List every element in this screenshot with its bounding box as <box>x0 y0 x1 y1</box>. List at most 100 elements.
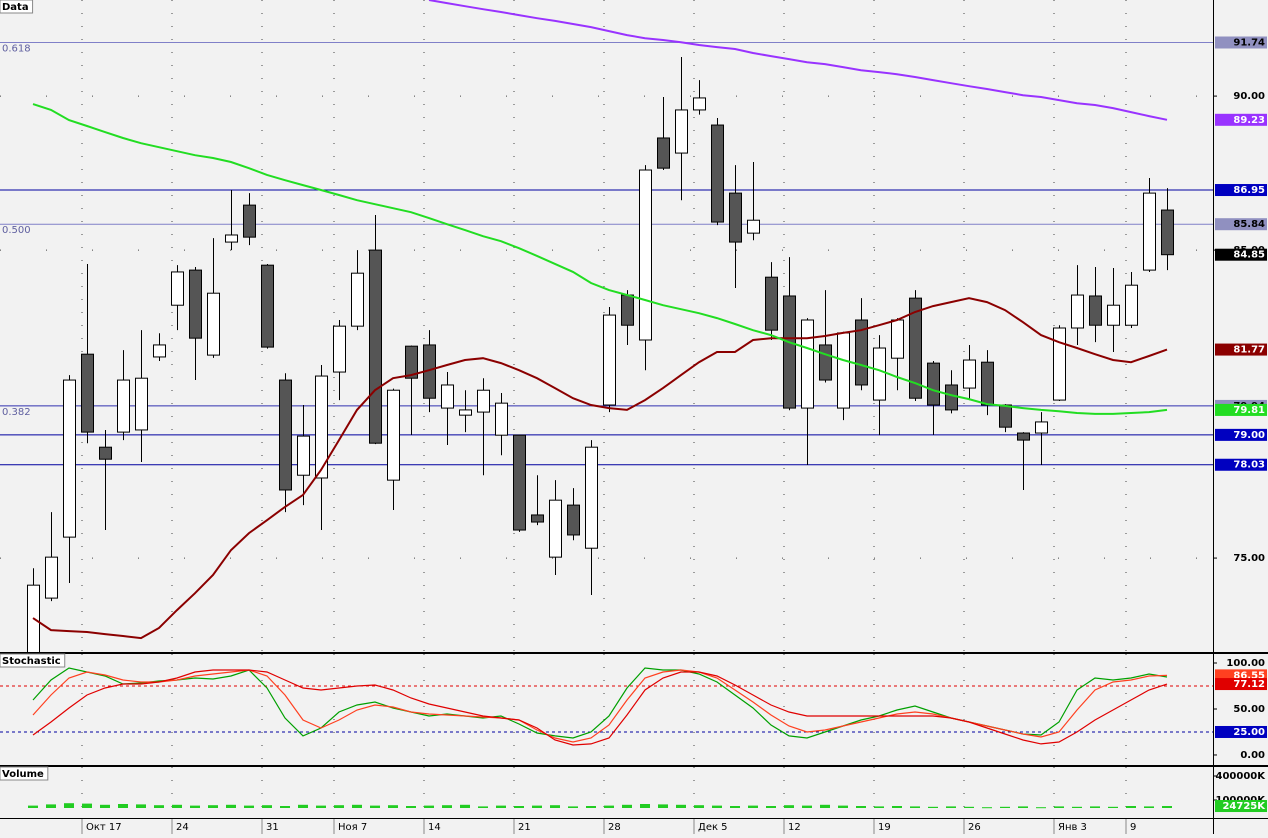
candle-body <box>747 219 760 234</box>
candle-body <box>207 292 220 356</box>
y-tick-label: 90.00 <box>1233 91 1265 102</box>
candle-body <box>27 584 40 652</box>
candle-body <box>963 359 976 389</box>
candle-body <box>45 556 58 599</box>
panel <box>0 654 1213 765</box>
candle-body <box>531 514 544 523</box>
volume-bar <box>478 806 488 808</box>
panel-title: Data <box>2 2 29 13</box>
candle-body <box>891 319 904 359</box>
volume-bar <box>874 806 884 808</box>
candle-body <box>1053 327 1066 401</box>
candle-body <box>315 375 328 479</box>
volume-bar <box>694 805 704 808</box>
candle-body <box>477 389 490 413</box>
volume-bar <box>856 806 866 808</box>
last-value-label: 79.81 <box>1233 405 1265 416</box>
candle-body <box>909 297 922 399</box>
candle-body <box>1071 294 1084 329</box>
level-label-box <box>1215 184 1267 197</box>
last-value-label: 77.12 <box>1233 679 1265 690</box>
last-value-label: 84.85 <box>1233 250 1265 261</box>
candle-body <box>1035 421 1048 434</box>
volume-bar <box>496 805 506 808</box>
candle-body <box>351 272 364 327</box>
volume-bar <box>712 805 722 808</box>
indicator-line <box>32 669 1168 743</box>
candle-body <box>189 269 202 339</box>
candle-body <box>513 434 526 531</box>
last-value-label: 24725K <box>1222 801 1266 812</box>
candle-body <box>117 379 130 433</box>
candle-body <box>927 362 940 406</box>
volume-bar <box>1090 806 1100 808</box>
candle-body <box>135 377 148 431</box>
candle-body <box>567 504 580 536</box>
candle-body <box>837 332 850 409</box>
volume-bar <box>154 805 164 808</box>
level-label: 25.00 <box>1233 727 1265 738</box>
volume-bar <box>730 806 740 808</box>
x-tick-label: 24 <box>176 822 189 833</box>
y-tick-label: 0.00 <box>1240 750 1265 761</box>
level-label-box <box>1215 725 1267 738</box>
candle-body <box>693 97 706 111</box>
candle-body <box>675 109 688 154</box>
volume-bar <box>190 805 200 808</box>
y-tick-label: 400000K <box>1216 771 1267 782</box>
volume-bar <box>928 806 938 808</box>
candle-body <box>1107 304 1120 326</box>
panel <box>28 767 1172 818</box>
volume-bar <box>118 804 128 808</box>
candle-body <box>495 402 508 436</box>
x-tick-label: Ноя 7 <box>338 822 367 833</box>
candle-body <box>153 344 166 358</box>
candle-body <box>405 345 418 379</box>
candle-body <box>999 404 1012 428</box>
candle-body <box>333 325 346 373</box>
volume-bar <box>748 805 758 808</box>
volume-bar <box>1000 806 1010 808</box>
candle-body <box>765 276 778 331</box>
candle-body <box>225 234 238 243</box>
x-tick-label: Дек 5 <box>698 822 728 833</box>
candle-body <box>171 271 184 306</box>
level-label-box <box>1215 218 1267 231</box>
level-label-box <box>1215 36 1267 49</box>
level-label: 78.03 <box>1233 460 1265 471</box>
volume-bar <box>1108 806 1118 808</box>
last-value-label: 81.77 <box>1233 345 1265 356</box>
volume-bar <box>604 805 614 808</box>
indicator-line <box>32 297 1168 640</box>
volume-bar <box>568 806 578 808</box>
candle-body <box>387 389 400 481</box>
level-label: 86.95 <box>1233 185 1265 196</box>
level-label: 91.74 <box>1233 38 1265 49</box>
volume-bar <box>982 807 992 809</box>
fib-label: 0.618 <box>2 44 31 55</box>
volume-bar <box>676 804 686 808</box>
volume-bar <box>820 804 830 808</box>
volume-bar <box>910 806 920 808</box>
candle-body <box>729 192 742 243</box>
last-value-label-box <box>1215 248 1267 261</box>
y-tick-label: 75.00 <box>1233 553 1265 564</box>
last-value-label-box <box>1215 403 1267 416</box>
candle-body <box>1125 284 1138 326</box>
volume-bar <box>316 805 326 808</box>
volume-bar <box>892 806 902 808</box>
x-tick-label: 31 <box>266 822 279 833</box>
volume-bar <box>802 805 812 808</box>
candle-body <box>945 384 958 411</box>
x-tick-label: Янв 3 <box>1058 822 1087 833</box>
x-tick-label: 12 <box>788 822 801 833</box>
panel-border <box>0 818 1268 819</box>
last-value-label-box <box>1215 800 1267 813</box>
volume-bar <box>208 805 218 808</box>
indicator-line <box>32 669 1168 746</box>
candle-body <box>873 347 886 401</box>
volume-bar <box>424 805 434 808</box>
